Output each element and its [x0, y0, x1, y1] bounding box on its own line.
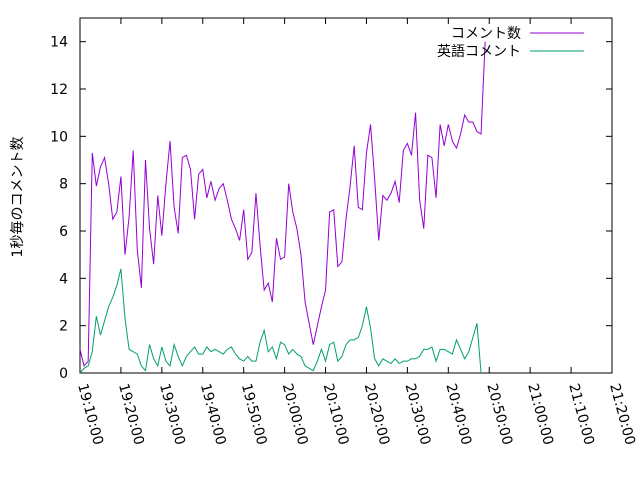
- series-line-1: [79, 41, 486, 367]
- x-tick-label: 19:30:00: [156, 382, 188, 447]
- y-tick-label: 12: [50, 82, 68, 98]
- series-line-2: [79, 268, 482, 374]
- y-tick-label: 8: [59, 177, 68, 193]
- y-tick-label: 0: [59, 366, 68, 382]
- x-tick-label: 19:50:00: [238, 382, 270, 447]
- x-tick-label: 19:10:00: [74, 382, 106, 447]
- x-tick-label: 20:10:00: [320, 382, 352, 447]
- x-axis: 19:10:00 19:20:00 19:30:00 19:40:00 19:50:00…: [74, 18, 638, 447]
- x-tick-label: 20:20:00: [361, 382, 393, 447]
- plot-frame: [79, 17, 613, 374]
- y-tick-label: 14: [50, 35, 68, 51]
- y-tick-label: 2: [59, 319, 68, 335]
- y-tick-label: 10: [50, 129, 68, 145]
- x-tick-label: 21:10:00: [565, 382, 597, 447]
- y-tick-label: 4: [59, 271, 68, 287]
- x-tick-label: 20:40:00: [442, 382, 474, 447]
- legend-label: 英語コメント: [437, 43, 521, 60]
- y-axis: 0 2 4 6 8 10 12 14: [50, 35, 612, 382]
- x-tick-label: 21:20:00: [606, 382, 638, 447]
- x-tick-label: 20:30:00: [402, 382, 434, 447]
- x-tick-label: 20:50:00: [483, 382, 515, 447]
- x-tick-label: 19:40:00: [197, 382, 229, 447]
- y-axis-label: 1秒毎のコメント数: [10, 137, 26, 258]
- series-lines: [79, 41, 486, 374]
- legend-label: コメント数: [451, 26, 521, 42]
- y-tick-label: 6: [59, 224, 68, 240]
- x-tick-label: 21:00:00: [524, 382, 556, 447]
- x-tick-label: 19:20:00: [115, 382, 147, 447]
- x-tick-label: 20:00:00: [279, 382, 311, 447]
